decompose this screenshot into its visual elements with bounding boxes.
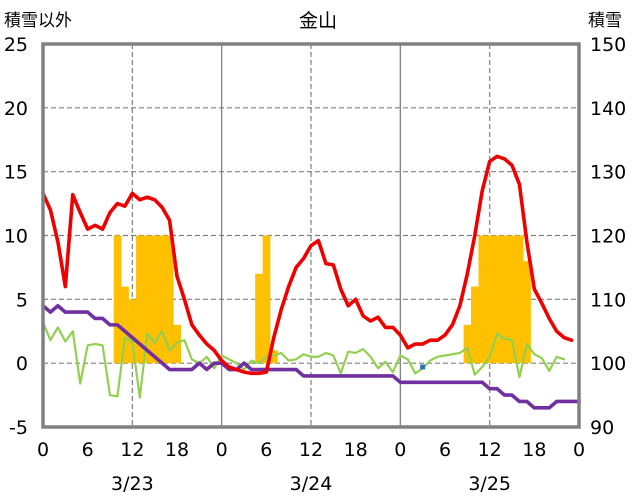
precipitation-bar bbox=[523, 261, 531, 364]
right-tick-label: 110 bbox=[590, 289, 626, 311]
right-tick-label: 140 bbox=[590, 98, 626, 120]
plot-border bbox=[41, 42, 581, 429]
left-tick-label: 5 bbox=[16, 289, 28, 311]
left-axis-label: 積雪以外 bbox=[4, 11, 72, 31]
precipitation-bar bbox=[515, 235, 524, 364]
x-tick-label: 6 bbox=[260, 439, 272, 461]
wind-line bbox=[41, 321, 566, 399]
left-tick-label: 20 bbox=[4, 98, 28, 120]
precipitation-bar bbox=[128, 299, 137, 364]
date-label: 3/23 bbox=[111, 473, 154, 495]
date-label: 3/25 bbox=[468, 473, 511, 495]
series-lines bbox=[41, 154, 581, 410]
chart-title: 金山 bbox=[299, 10, 337, 32]
x-tick-label: 0 bbox=[394, 439, 406, 461]
left-tick-label: -5 bbox=[9, 417, 28, 439]
precipitation-bar bbox=[471, 286, 479, 364]
x-tick-label: 18 bbox=[165, 439, 189, 461]
snow-depth-line bbox=[41, 303, 581, 410]
right-tick-label: 90 bbox=[590, 417, 614, 439]
precipitation-bar bbox=[508, 235, 517, 364]
x-tick-label: 6 bbox=[439, 439, 451, 461]
right-axis-label: 積雪 bbox=[588, 11, 622, 31]
x-tick-label: 6 bbox=[82, 439, 94, 461]
x-tick-label: 12 bbox=[120, 439, 144, 461]
precipitation-bar bbox=[165, 235, 174, 364]
x-tick-label: 0 bbox=[573, 439, 585, 461]
left-tick-label: 10 bbox=[4, 226, 28, 248]
precipitation-bar bbox=[150, 235, 159, 364]
plot-frame bbox=[41, 42, 581, 429]
precipitation-bar bbox=[121, 286, 129, 364]
precipitation-bar bbox=[255, 273, 263, 364]
precipitation-bar bbox=[158, 235, 167, 364]
precipitation-bar bbox=[113, 235, 122, 364]
precipitation-bar bbox=[493, 235, 502, 364]
precipitation-bar bbox=[478, 235, 487, 364]
right-tick-label: 150 bbox=[590, 34, 626, 56]
precipitation-bar bbox=[270, 350, 278, 364]
x-tick-label: 0 bbox=[216, 439, 228, 461]
x-tick-label: 18 bbox=[522, 439, 546, 461]
precipitation-bar bbox=[485, 235, 494, 364]
precipitation-bar bbox=[143, 235, 152, 364]
x-tick-label: 12 bbox=[299, 439, 323, 461]
x-tick-label: 0 bbox=[37, 439, 49, 461]
x-tick-label: 12 bbox=[478, 439, 502, 461]
precipitation-bar bbox=[262, 235, 271, 364]
x-tick-label: 18 bbox=[344, 439, 368, 461]
left-tick-label: 15 bbox=[4, 162, 28, 184]
right-tick-label: 130 bbox=[590, 162, 626, 184]
precipitation-bar bbox=[500, 235, 509, 364]
left-tick-label: 0 bbox=[16, 353, 28, 375]
precipitation-bar bbox=[136, 235, 144, 364]
right-tick-label: 100 bbox=[590, 353, 626, 375]
precipitation-bar bbox=[463, 324, 472, 364]
date-label: 3/24 bbox=[290, 473, 333, 495]
right-tick-label: 120 bbox=[590, 226, 626, 248]
left-tick-label: 25 bbox=[4, 34, 28, 56]
data-marker bbox=[420, 364, 426, 370]
temperature-line bbox=[41, 154, 574, 376]
